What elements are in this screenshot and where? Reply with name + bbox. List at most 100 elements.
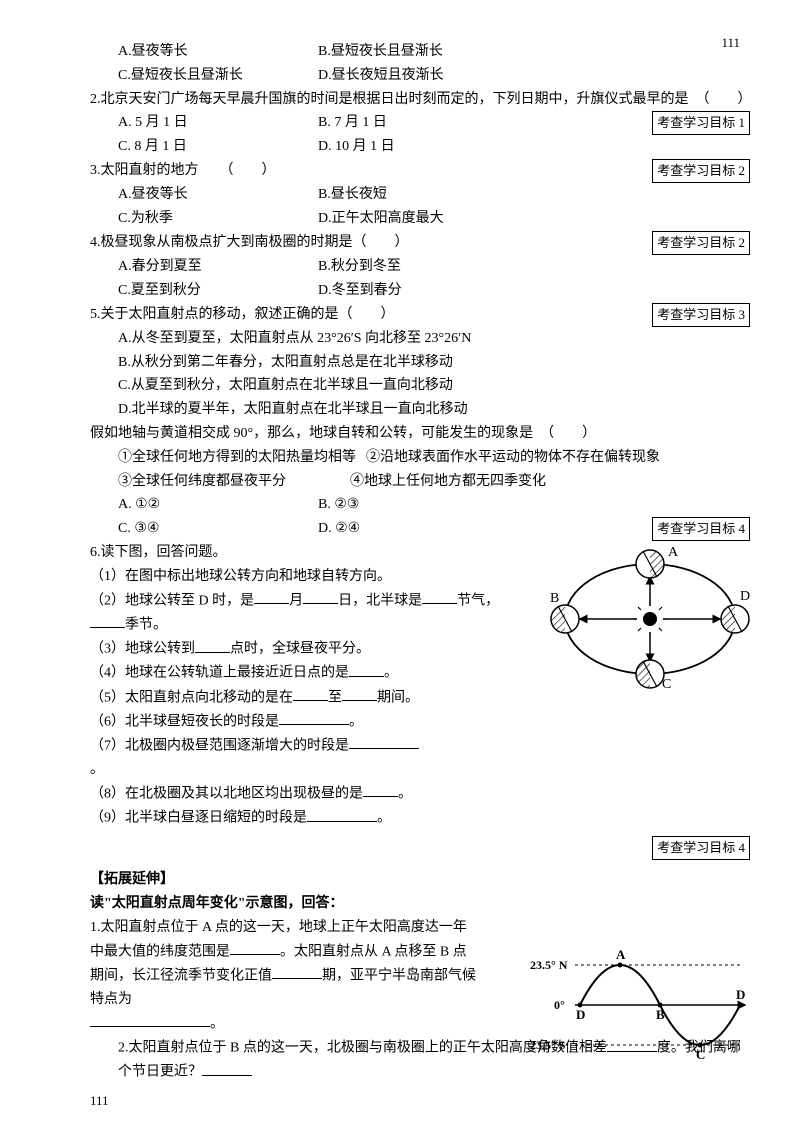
sine-d2: D: [736, 987, 745, 1002]
q1-opt-b: B.昼短夜长且昼渐长: [318, 40, 518, 64]
q5-opt-b: B.从秋分到第二年春分，太阳直射点总是在北半球移动: [90, 351, 750, 375]
orbit-diagram: A B C D: [550, 544, 750, 689]
q6-p3: （3）地球公转到 点时，全球昼夜平分。: [90, 637, 510, 661]
q3-options-row1: A.昼夜等长 B.昼长夜短: [90, 183, 750, 207]
q3-text: 3.太阳直射的地方 （ ）: [90, 159, 652, 183]
sine-s: 23.5° S: [530, 1038, 566, 1052]
q6-p6: （6）北半球昼短夜长的时段是 。: [90, 710, 510, 734]
qx-options-row2: C. ③④ D. ②④: [90, 517, 652, 541]
qx-opt-c: C. ③④: [118, 517, 318, 541]
q6-p2b: 月: [289, 593, 303, 608]
q2-opt-a: A. 5 月 1 日: [118, 111, 318, 135]
qx-stmt-row1: ①全球任何地方得到的太阳热量均相等 ②沿地球表面作水平运动的物体不存在偏转现象: [90, 446, 750, 470]
q4-opt-c: C.夏至到秋分: [118, 279, 318, 303]
sine-n: 23.5° N: [530, 958, 568, 972]
sine-d1: D: [576, 1007, 585, 1022]
q6-p7c: 。: [90, 758, 750, 782]
q2-opt-c: C. 8 月 1 日: [118, 135, 318, 159]
q6-p2a: （2）地球公转至 D 时，是: [90, 593, 254, 608]
q4-options-row2: C.夏至到秋分 D.冬至到春分: [90, 279, 750, 303]
q6-p2c: 日，北半球是: [338, 593, 422, 608]
orbit-label-b: B: [550, 591, 559, 606]
q5-opt-d: D.北半球的夏半年，太阳直射点在北半球且一直向北移动: [90, 398, 750, 422]
q6-p9a: （9）北半球白昼逐日缩短的时段是: [90, 811, 307, 826]
sine-zero: 0°: [554, 998, 565, 1012]
ext-p1d: 。: [210, 1016, 224, 1031]
q6-p6b: 。: [349, 714, 363, 729]
q6-p4: （4）地球在公转轨道上最接近近日点的是 。: [90, 661, 510, 685]
qx-s4: ④地球上任何地方都无四季变化: [350, 470, 546, 494]
q5-opt-a: A.从冬至到夏至，太阳直射点从 23°26′S 向北移至 23°26′N: [90, 327, 750, 351]
q6-p2e: 季节。: [125, 617, 167, 632]
q4-opt-d: D.冬至到春分: [318, 279, 518, 303]
q2-tag: 考查学习目标 1: [652, 111, 750, 135]
q3-opt-c: C.为秋季: [118, 207, 318, 231]
page-number-top: 111: [721, 32, 740, 54]
q6-p5c: 期间。: [377, 690, 419, 705]
q6-p8a: （8）在北极圈及其以北地区均出现极昼的是: [90, 786, 363, 801]
qx-tag: 考查学习目标 4: [652, 517, 750, 541]
q2-text: 2.北京天安门广场每天早晨升国旗的时间是根据日出时刻而定的，下列日期中，升旗仪式…: [90, 88, 750, 112]
page-number-bottom: 111: [90, 1090, 109, 1112]
q6-p4a: （4）地球在公转轨道上最接近近日点的是: [90, 666, 349, 681]
ext-p1: 1.太阳直射点位于 A 点的这一天，地球上正午太阳高度达一年中最大值的纬度范围是…: [90, 916, 480, 1012]
q3-options-row2: C.为秋季 D.正午太阳高度最大: [90, 207, 750, 231]
q6-p9b: 。: [377, 811, 391, 826]
q6-p2d: 节气，: [457, 593, 499, 608]
q1-options-row1: A.昼夜等长 B.昼短夜长且昼渐长: [90, 40, 750, 64]
q1-options-row2: C.昼短夜长且昼渐长 D.昼长夜短且夜渐长: [90, 64, 750, 88]
q6-p5a: （5）太阳直射点向北移动的是在: [90, 690, 293, 705]
qx-s2: ②沿地球表面作水平运动的物体不存在偏转现象: [366, 446, 660, 470]
q6-p8: （8）在北极圈及其以北地区均出现极昼的是 。: [90, 782, 750, 806]
orbit-label-c: C: [662, 677, 671, 689]
q6-p2: （2）地球公转至 D 时，是 月 日，北半球是 节气， 季节。: [90, 589, 510, 637]
q4-opt-a: A.春分到夏至: [118, 255, 318, 279]
q6-p5b: 至: [328, 690, 342, 705]
q6-p9: （9）北半球白昼逐日缩短的时段是 。: [90, 806, 750, 830]
q6-p8b: 。: [398, 786, 412, 801]
orbit-label-d: D: [740, 589, 750, 604]
qx-stmt-row2: ③全球任何纬度都昼夜平分 ④地球上任何地方都无四季变化: [90, 470, 750, 494]
q2-options-row2: C. 8 月 1 日 D. 10 月 1 日: [90, 135, 750, 159]
sine-a: A: [616, 947, 626, 962]
q6-p7a: （7）北极圈内极昼范围逐渐增大的时段是: [90, 738, 349, 753]
q5-text: 5.关于太阳直射点的移动，叙述正确的是（ ）: [90, 303, 652, 327]
q5-opt-c: C.从夏至到秋分，太阳直射点在北半球且一直向北移动: [90, 374, 750, 398]
q2-opt-b: B. 7 月 1 日: [318, 111, 518, 135]
q4-options-row1: A.春分到夏至 B.秋分到冬至: [90, 255, 750, 279]
ext-head: 【拓展延伸】: [90, 868, 750, 892]
q3-opt-d: D.正午太阳高度最大: [318, 207, 518, 231]
q4-tag: 考查学习目标 2: [652, 231, 750, 255]
q1-opt-c: C.昼短夜长且昼渐长: [118, 64, 318, 88]
ext-p1d-line: 。: [90, 1012, 480, 1036]
q2-opt-d: D. 10 月 1 日: [318, 135, 518, 159]
q4-opt-b: B.秋分到冬至: [318, 255, 518, 279]
q6-p3a: （3）地球公转到: [90, 642, 195, 657]
q2-options-row1: A. 5 月 1 日 B. 7 月 1 日: [90, 111, 652, 135]
q3-opt-a: A.昼夜等长: [118, 183, 318, 207]
qx-s3: ③全球任何纬度都昼夜平分: [118, 470, 350, 494]
q6-p5: （5）太阳直射点向北移动的是在 至 期间。: [90, 686, 510, 710]
sine-diagram: 23.5° N 0° 23.5° S A D B C D: [530, 945, 750, 1065]
q5-tag: 考查学习目标 3: [652, 303, 750, 327]
q6-p7: （7）北极圈内极昼范围逐渐增大的时段是: [90, 734, 510, 758]
qx-options-row1: A. ①② B. ②③: [90, 493, 750, 517]
q6-p4b: 。: [384, 666, 398, 681]
q1-opt-a: A.昼夜等长: [118, 40, 318, 64]
q1-opt-d: D.昼长夜短且夜渐长: [318, 64, 518, 88]
sine-b: B: [656, 1007, 665, 1022]
qx-opt-d: D. ②④: [318, 517, 518, 541]
q3-opt-b: B.昼长夜短: [318, 183, 518, 207]
sine-c: C: [696, 1047, 705, 1062]
q6-p6a: （6）北半球昼短夜长的时段是: [90, 714, 279, 729]
ext-sub: 读"太阳直射点周年变化"示意图，回答：: [90, 892, 750, 916]
orbit-label-a: A: [668, 545, 679, 560]
q6-p1: （1）在图中标出地球公转方向和地球自转方向。: [90, 565, 510, 589]
qx-opt-a: A. ①②: [118, 493, 318, 517]
q4-text: 4.极昼现象从南极点扩大到南极圈的时期是（ ）: [90, 231, 652, 255]
qx-opt-b: B. ②③: [318, 493, 518, 517]
qx-s1: ①全球任何地方得到的太阳热量均相等: [118, 446, 356, 470]
q6-tag: 考查学习目标 4: [652, 836, 750, 860]
qx-text: 假如地轴与黄道相交成 90°，那么，地球自转和公转，可能发生的现象是 （ ）: [90, 422, 750, 446]
q6-p3b: 点时，全球昼夜平分。: [230, 642, 370, 657]
